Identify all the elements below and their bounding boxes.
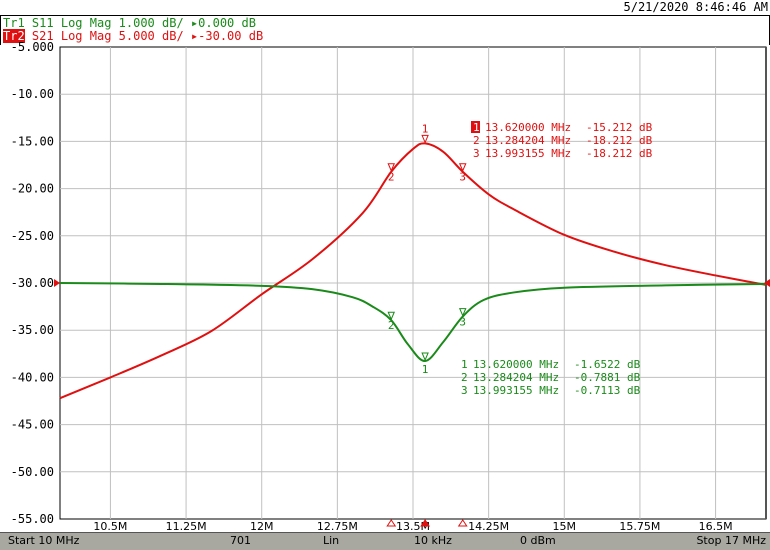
trace1-ref: ▸0.000 dB bbox=[190, 16, 256, 30]
y-tick-label: -50.00 bbox=[11, 465, 54, 479]
chart[interactable]: -5.000 -10.00 -15.00 -20.00 -25.00 -30.00 -35.… bbox=[0, 0, 770, 532]
marker-readout-value: -0.7113 dB bbox=[574, 384, 641, 397]
trace2-ref: ▸-30.00 dB bbox=[190, 29, 264, 43]
stimulus-marker-icon bbox=[457, 519, 468, 527]
x-tick-label: 13.5M bbox=[396, 520, 430, 532]
marker-readout-frequency: 13.993155 MHz bbox=[485, 147, 571, 160]
y-tick-label: -10.00 bbox=[11, 87, 54, 101]
y-tick-label: -25.00 bbox=[11, 229, 54, 243]
trace1-param: S11 bbox=[31, 16, 54, 30]
x-tick-label: 15.75M bbox=[619, 520, 660, 532]
marker-readout-frequency: 13.620000 MHz bbox=[485, 121, 571, 134]
x-tick-label: 16.5M bbox=[699, 520, 733, 532]
y-tick-label: -5.000 bbox=[11, 40, 54, 54]
active-marker-badge bbox=[471, 121, 480, 133]
trace-s11 bbox=[59, 282, 767, 362]
x-tick-label: 11.25M bbox=[166, 520, 207, 532]
marker-readout-value: -18.212 dB bbox=[586, 147, 653, 160]
stimulus-marker-icon bbox=[386, 519, 397, 527]
marker-readout-number: 3 bbox=[473, 147, 480, 160]
if-bandwidth[interactable]: 10 kHz bbox=[414, 534, 452, 547]
marker-readout-frequency: 13.284204 MHz bbox=[485, 134, 571, 147]
trace2-scale: 5.000 dB/ bbox=[118, 29, 184, 43]
x-tick-label: 10.5M bbox=[93, 520, 127, 532]
x-tick-label: 15M bbox=[553, 520, 577, 532]
marker-triangle-icon bbox=[421, 352, 429, 362]
datetime: 5/21/2020 8:46:46 AM bbox=[623, 0, 769, 14]
reference-level-arrow-right-icon bbox=[764, 279, 770, 287]
marker-triangle-icon bbox=[421, 134, 429, 144]
marker-readout-number: 3 bbox=[461, 384, 468, 397]
trace2-id[interactable]: Tr2 bbox=[3, 29, 25, 43]
y-tick-label: -40.00 bbox=[11, 370, 54, 384]
trace-header: Tr1 S11 Log Mag 1.000 dB/ ▸0.000 dB Tr2 … bbox=[0, 15, 770, 45]
marker-triangle-icon bbox=[458, 163, 467, 172]
source-power[interactable]: 0 dBm bbox=[520, 534, 556, 547]
marker-readout-frequency: 13.284204 MHz bbox=[473, 371, 559, 384]
marker-number: 1 bbox=[422, 122, 429, 135]
marker-readout-frequency: 13.620000 MHz bbox=[473, 358, 559, 371]
marker-number: 1 bbox=[422, 363, 429, 376]
marker-number: 2 bbox=[388, 171, 395, 184]
marker-readout-number: 2 bbox=[473, 134, 480, 147]
trace2-format: Log Mag bbox=[60, 29, 112, 43]
y-tick-label: -30.00 bbox=[11, 276, 54, 290]
marker-readout-frequency: 13.993155 MHz bbox=[473, 384, 559, 397]
x-tick-label: 12.75M bbox=[317, 520, 358, 532]
trace2-param: S21 bbox=[31, 29, 54, 43]
y-tick-label: -15.00 bbox=[11, 134, 54, 148]
sweep-points[interactable]: 701 bbox=[230, 534, 251, 547]
marker-triangle-icon bbox=[458, 308, 467, 317]
y-tick-label: -45.00 bbox=[11, 418, 54, 432]
marker-number: 3 bbox=[459, 171, 466, 184]
trace1-id[interactable]: Tr1 bbox=[3, 16, 25, 30]
marker-number: 3 bbox=[459, 316, 466, 329]
trace2-label[interactable]: Tr2 S21 Log Mag 5.000 dB/ ▸-30.00 dB bbox=[3, 29, 264, 43]
marker-readout-value: -0.7881 dB bbox=[574, 371, 641, 384]
marker-number: 2 bbox=[388, 319, 395, 332]
y-tick-label: -20.00 bbox=[11, 182, 54, 196]
trace1-label[interactable]: Tr1 S11 Log Mag 1.000 dB/ ▸0.000 dB bbox=[3, 17, 256, 30]
marker-readout-value: -1.6522 dB bbox=[574, 358, 641, 371]
y-tick-label: -55.00 bbox=[11, 512, 54, 526]
stop-frequency[interactable]: Stop 17 MHz bbox=[696, 534, 766, 547]
y-tick-label: -35.00 bbox=[11, 323, 54, 337]
marker-readout-value: -18.212 dB bbox=[586, 134, 653, 147]
start-frequency[interactable]: Start 10 MHz bbox=[8, 534, 80, 547]
trace1-format: Log Mag bbox=[60, 16, 112, 30]
marker-readout-number: 2 bbox=[461, 371, 468, 384]
marker-readout-number: 1 bbox=[461, 358, 468, 371]
x-tick-label: 14.25M bbox=[468, 520, 509, 532]
reference-level-arrow-icon bbox=[54, 279, 60, 287]
marker-triangle-icon bbox=[387, 311, 395, 321]
trace1-scale: 1.000 dB/ bbox=[118, 16, 184, 30]
status-bar: Start 10 MHz 701 Lin 10 kHz 0 dBm Stop 1… bbox=[0, 532, 770, 550]
stimulus-marker-icon bbox=[420, 519, 431, 527]
marker-triangle-icon bbox=[387, 163, 395, 172]
sweep-type[interactable]: Lin bbox=[323, 534, 340, 547]
x-tick-label: 12M bbox=[250, 520, 274, 532]
marker-readout-number: 1 bbox=[473, 121, 480, 134]
marker-readout-value: -15.212 dB bbox=[586, 121, 653, 134]
